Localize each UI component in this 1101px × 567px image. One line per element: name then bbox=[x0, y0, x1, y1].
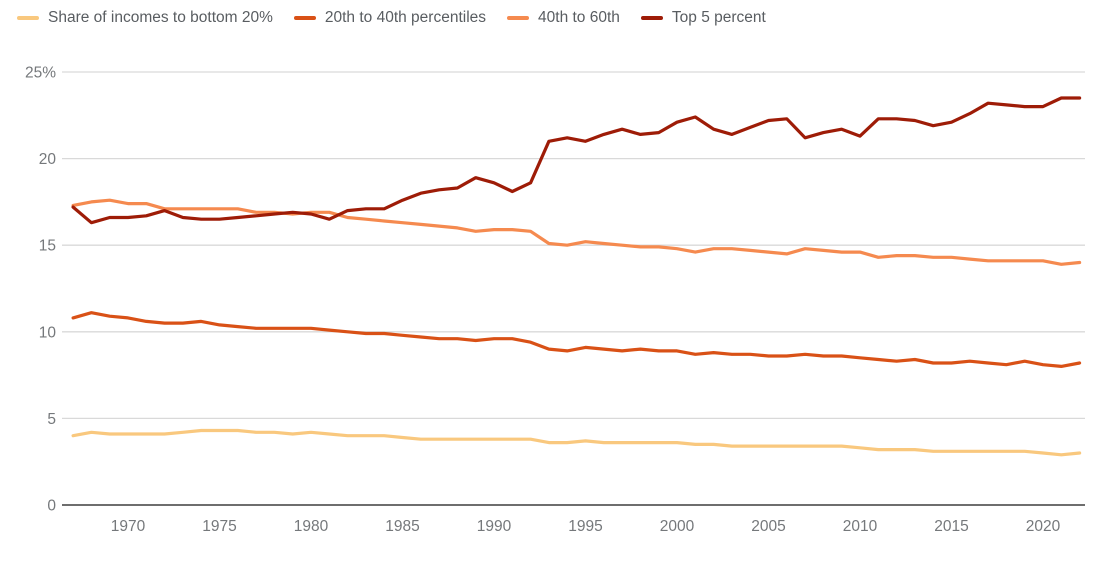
x-axis-tick-label: 1985 bbox=[385, 518, 419, 535]
legend-label: 40th to 60th bbox=[538, 9, 620, 26]
legend-label: Share of incomes to bottom 20% bbox=[48, 9, 273, 26]
legend-item-bottom-20: Share of incomes to bottom 20% bbox=[17, 9, 273, 27]
y-axis-tick-label: 10 bbox=[39, 324, 57, 341]
x-axis-tick-label: 1980 bbox=[294, 518, 329, 535]
legend-swatch-icon bbox=[507, 16, 530, 20]
x-axis-tick-label: 2010 bbox=[843, 518, 878, 535]
legend-swatch-icon bbox=[640, 16, 663, 20]
legend-label: 20th to 40th percentiles bbox=[324, 9, 487, 26]
legend-item-20th-40th: 20th to 40th percentiles bbox=[293, 9, 487, 27]
legend-swatch-icon bbox=[293, 16, 316, 20]
legend: Share of incomes to bottom 20% 20th to 4… bbox=[17, 9, 766, 27]
y-axis-tick-label: 15 bbox=[39, 238, 56, 255]
x-axis-tick-label: 1970 bbox=[111, 518, 146, 535]
series-line-2 bbox=[71, 198, 1082, 266]
x-axis-tick-label: 1990 bbox=[477, 518, 512, 535]
x-axis-tick-label: 2015 bbox=[934, 518, 968, 535]
y-axis-tick-label: 20 bbox=[39, 151, 57, 168]
series-line-3 bbox=[71, 96, 1082, 225]
y-axis-tick-label: 0 bbox=[47, 498, 56, 515]
legend-item-top-5: Top 5 percent bbox=[640, 9, 766, 27]
legend-swatch-icon bbox=[17, 16, 39, 20]
legend-label: Top 5 percent bbox=[671, 9, 766, 26]
x-axis-tick-label: 1995 bbox=[568, 518, 602, 535]
x-axis-tick-label: 2020 bbox=[1026, 518, 1061, 535]
y-axis-tick-label: 25% bbox=[25, 65, 56, 82]
x-axis-tick-label: 1975 bbox=[202, 518, 236, 535]
legend-item-40th-60th: 40th to 60th bbox=[507, 9, 620, 27]
y-axis-tick-label: 5 bbox=[47, 411, 56, 428]
x-axis-tick-label: 2000 bbox=[660, 518, 695, 535]
series-line-0 bbox=[71, 428, 1082, 457]
series-line-1 bbox=[71, 311, 1082, 368]
x-axis-tick-label: 2005 bbox=[751, 518, 785, 535]
